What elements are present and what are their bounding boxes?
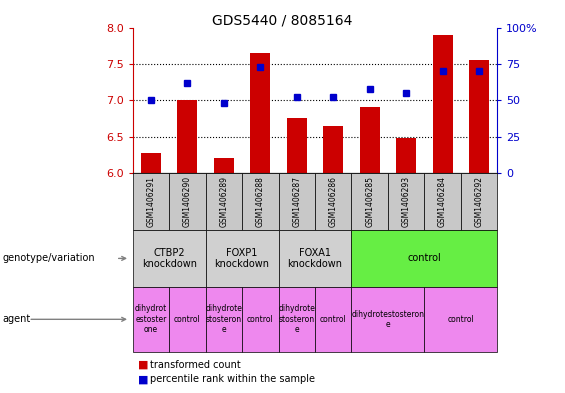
- Text: control: control: [174, 315, 201, 324]
- Text: control: control: [247, 315, 273, 324]
- Text: GSM1406284: GSM1406284: [438, 176, 447, 227]
- Text: percentile rank within the sample: percentile rank within the sample: [150, 374, 315, 384]
- Text: GSM1406286: GSM1406286: [329, 176, 338, 227]
- Bar: [206, 173, 242, 230]
- Bar: [133, 230, 206, 287]
- Bar: [133, 287, 170, 352]
- Bar: [396, 138, 416, 173]
- Bar: [170, 173, 206, 230]
- Bar: [424, 287, 497, 352]
- Text: dihydrote
stosteron
e: dihydrote stosteron e: [279, 305, 315, 334]
- Text: GSM1406293: GSM1406293: [402, 176, 411, 227]
- Bar: [279, 287, 315, 352]
- Text: control: control: [407, 253, 441, 263]
- Text: control: control: [320, 315, 346, 324]
- Bar: [214, 158, 234, 173]
- Text: FOXA1
knockdown: FOXA1 knockdown: [288, 248, 342, 269]
- Bar: [177, 100, 197, 173]
- Bar: [170, 287, 206, 352]
- Bar: [133, 173, 170, 230]
- Bar: [315, 173, 351, 230]
- Bar: [469, 60, 489, 173]
- Text: ■: ■: [138, 374, 149, 384]
- Text: dihydrot
estoster
one: dihydrot estoster one: [135, 305, 167, 334]
- Text: dihydrote
stosteron
e: dihydrote stosteron e: [206, 305, 242, 334]
- Text: FOXP1
knockdown: FOXP1 knockdown: [215, 248, 270, 269]
- Text: GDS5440 / 8085164: GDS5440 / 8085164: [212, 14, 353, 28]
- Text: GSM1406288: GSM1406288: [256, 176, 265, 227]
- Text: ■: ■: [138, 360, 149, 370]
- Text: transformed count: transformed count: [150, 360, 241, 370]
- Bar: [206, 287, 242, 352]
- Bar: [242, 173, 279, 230]
- Text: GSM1406291: GSM1406291: [146, 176, 155, 227]
- Bar: [206, 230, 279, 287]
- Bar: [315, 287, 351, 352]
- Bar: [360, 107, 380, 173]
- Text: GSM1406290: GSM1406290: [183, 176, 192, 227]
- Text: GSM1406287: GSM1406287: [292, 176, 301, 227]
- Bar: [242, 287, 279, 352]
- Bar: [351, 173, 388, 230]
- Text: agent: agent: [3, 314, 31, 324]
- Bar: [460, 173, 497, 230]
- Text: GSM1406289: GSM1406289: [219, 176, 228, 227]
- Text: dihydrotestosteron
e: dihydrotestosteron e: [351, 310, 424, 329]
- Bar: [250, 53, 270, 173]
- Text: control: control: [447, 315, 474, 324]
- Text: GSM1406285: GSM1406285: [365, 176, 374, 227]
- Bar: [287, 118, 307, 173]
- Bar: [279, 230, 351, 287]
- Text: GSM1406292: GSM1406292: [475, 176, 484, 227]
- Bar: [141, 152, 161, 173]
- Bar: [351, 287, 424, 352]
- Bar: [279, 173, 315, 230]
- Bar: [388, 173, 424, 230]
- Text: CTBP2
knockdown: CTBP2 knockdown: [142, 248, 197, 269]
- Bar: [323, 126, 343, 173]
- Text: genotype/variation: genotype/variation: [3, 253, 95, 263]
- Bar: [351, 230, 497, 287]
- Bar: [433, 35, 453, 173]
- Bar: [424, 173, 460, 230]
